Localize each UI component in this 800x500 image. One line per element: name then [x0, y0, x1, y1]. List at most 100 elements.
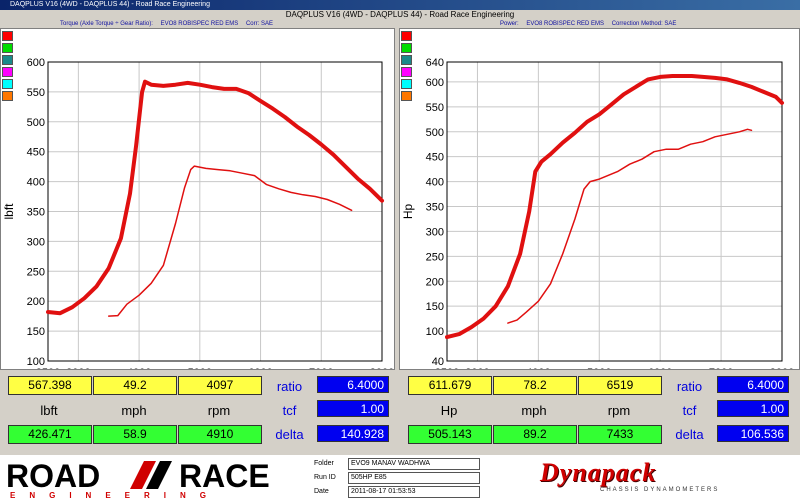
right-chart-header: Power: EVO8 ROBISPEC RED EMS Correction …	[500, 20, 682, 28]
power-chart-panel: 2500300040005000600070008000401001502002…	[399, 28, 800, 394]
y-tick-label: 550	[27, 87, 45, 99]
x-tick-label: 7000	[709, 367, 733, 369]
dynapack-brand: Dynapack	[540, 458, 657, 487]
right-delta-value: 106.536	[717, 425, 789, 442]
x-tick-label: 6000	[248, 367, 272, 369]
color-swatch[interactable]	[2, 31, 13, 41]
right-delta-label: delta	[675, 427, 704, 442]
left-swatch-column	[2, 31, 13, 103]
x-tick-label: 4000	[127, 367, 151, 369]
y-tick-label: 400	[27, 177, 45, 189]
series-line-1	[107, 165, 353, 317]
y-axis-label: Hp	[401, 204, 415, 220]
y-tick-label: 500	[426, 127, 444, 139]
right-run: EVO8 ROBISPEC RED EMS	[526, 21, 605, 27]
y-tick-label: 500	[27, 117, 45, 129]
y-tick-label: 640	[426, 57, 444, 69]
x-tick-label: 5000	[188, 367, 212, 369]
torque-chart-panel: 2500300040005000600070008000100150200250…	[0, 28, 395, 394]
y-tick-label: 450	[426, 152, 444, 164]
color-swatch[interactable]	[401, 31, 412, 41]
color-swatch[interactable]	[2, 43, 13, 53]
logo-sub: ENGINEERING	[10, 491, 220, 499]
color-swatch[interactable]	[401, 55, 412, 65]
series-line-1	[507, 128, 753, 324]
footer: ROAD RACE ENGINEERING Folder EVO9 MANAV …	[0, 455, 800, 500]
left-measure: Torque (Axle Torque ÷ Gear Ratio):	[60, 21, 153, 27]
right-peak-power: 611.679	[408, 376, 492, 395]
y-tick-label: 300	[426, 226, 444, 238]
x-tick-label: 8000	[770, 367, 794, 369]
color-swatch[interactable]	[401, 79, 412, 89]
y-tick-label: 100	[426, 326, 444, 338]
right-ratio-value: 6.4000	[717, 376, 789, 393]
dynapack-logo: Dynapack CHASSIS DYNAMOMETERS	[540, 459, 740, 495]
torque-chart: 2500300040005000600070008000100150200250…	[2, 57, 394, 394]
color-swatch[interactable]	[2, 79, 13, 89]
y-axis-label: lbft	[2, 203, 16, 220]
folder-field: EVO9 MANAV WADHWA	[348, 458, 480, 470]
dynapack-sub: CHASSIS DYNAMOMETERS	[600, 487, 720, 493]
logo-slash-2	[146, 461, 172, 489]
left-unit-rpm: rpm	[207, 403, 231, 418]
left-delta-label: delta	[275, 427, 304, 442]
right-tcf-value: 1.00	[717, 400, 789, 417]
left-cursor-rpm: 4910	[178, 425, 262, 444]
x-tick-label: 4000	[526, 367, 550, 369]
left-ratio-value: 6.4000	[317, 376, 389, 393]
left-peak-rpm: 4097	[178, 376, 262, 395]
logo-race: RACE	[179, 458, 270, 494]
left-tcf-label: tcf	[282, 403, 297, 418]
color-swatch[interactable]	[401, 43, 412, 53]
right-cursor-power: 505.143	[408, 425, 492, 444]
right-unit-power: Hp	[440, 403, 458, 418]
date-label: Date	[314, 488, 329, 495]
y-tick-label: 300	[27, 236, 45, 248]
y-tick-label: 100	[27, 356, 45, 368]
y-tick-label: 400	[426, 177, 444, 189]
right-peak-mph: 78.2	[493, 376, 577, 395]
color-swatch[interactable]	[2, 55, 13, 65]
right-unit-rpm: rpm	[607, 403, 631, 418]
run-id-field: 505HP E85	[348, 472, 480, 484]
y-tick-label: 40	[432, 356, 444, 368]
right-cursor-mph: 89.2	[493, 425, 577, 444]
y-tick-label: 150	[426, 301, 444, 313]
right-corr: Correction Method: SAE	[611, 21, 677, 27]
right-cursor-rpm: 7433	[578, 425, 662, 444]
road-race-logo: ROAD RACE ENGINEERING	[6, 458, 270, 499]
page-title: DAQPLUS V16 (4WD - DAQPLUS 44) - Road Ra…	[285, 10, 515, 19]
y-tick-label: 200	[426, 276, 444, 288]
folder-label: Folder	[314, 460, 334, 467]
plot-frame	[446, 61, 783, 362]
plot-frame	[47, 61, 383, 362]
x-tick-label: 7000	[309, 367, 333, 369]
right-unit-mph: mph	[521, 403, 547, 418]
left-cursor-mph: 58.9	[93, 425, 177, 444]
left-unit-torque: lbft	[40, 403, 58, 418]
right-peak-rpm: 6519	[578, 376, 662, 395]
left-peak-mph: 49.2	[93, 376, 177, 395]
left-ratio-label: ratio	[276, 379, 303, 394]
series-line-0	[445, 74, 784, 340]
color-swatch[interactable]	[2, 67, 13, 77]
window-titlebar-text: DAQPLUS V16 (4WD - DAQPLUS 44) - Road Ra…	[10, 1, 210, 8]
right-swatch-column	[401, 31, 412, 103]
run-id-label: Run ID	[314, 474, 336, 481]
right-ratio-label: ratio	[676, 379, 703, 394]
right-tcf-label: tcf	[682, 403, 697, 418]
y-tick-label: 450	[27, 147, 45, 159]
y-tick-label: 550	[426, 102, 444, 114]
window-titlebar: DAQPLUS V16 (4WD - DAQPLUS 44) - Road Ra…	[0, 0, 800, 10]
color-swatch[interactable]	[401, 91, 412, 101]
x-tick-label: 3000	[66, 367, 90, 369]
y-tick-label: 600	[426, 77, 444, 89]
color-swatch[interactable]	[2, 91, 13, 101]
color-swatch[interactable]	[401, 67, 412, 77]
left-chart-header: Torque (Axle Torque ÷ Gear Ratio): EVO8 …	[60, 20, 279, 28]
date-field: 2011-08-17 01:53:53	[348, 486, 480, 498]
x-tick-label: 8000	[370, 367, 394, 369]
right-readout: 611.679 78.2 6519 Hp mph rpm 505.143 89.…	[400, 372, 798, 454]
logo-road: ROAD	[6, 458, 100, 494]
left-peak-torque: 567.398	[8, 376, 92, 395]
